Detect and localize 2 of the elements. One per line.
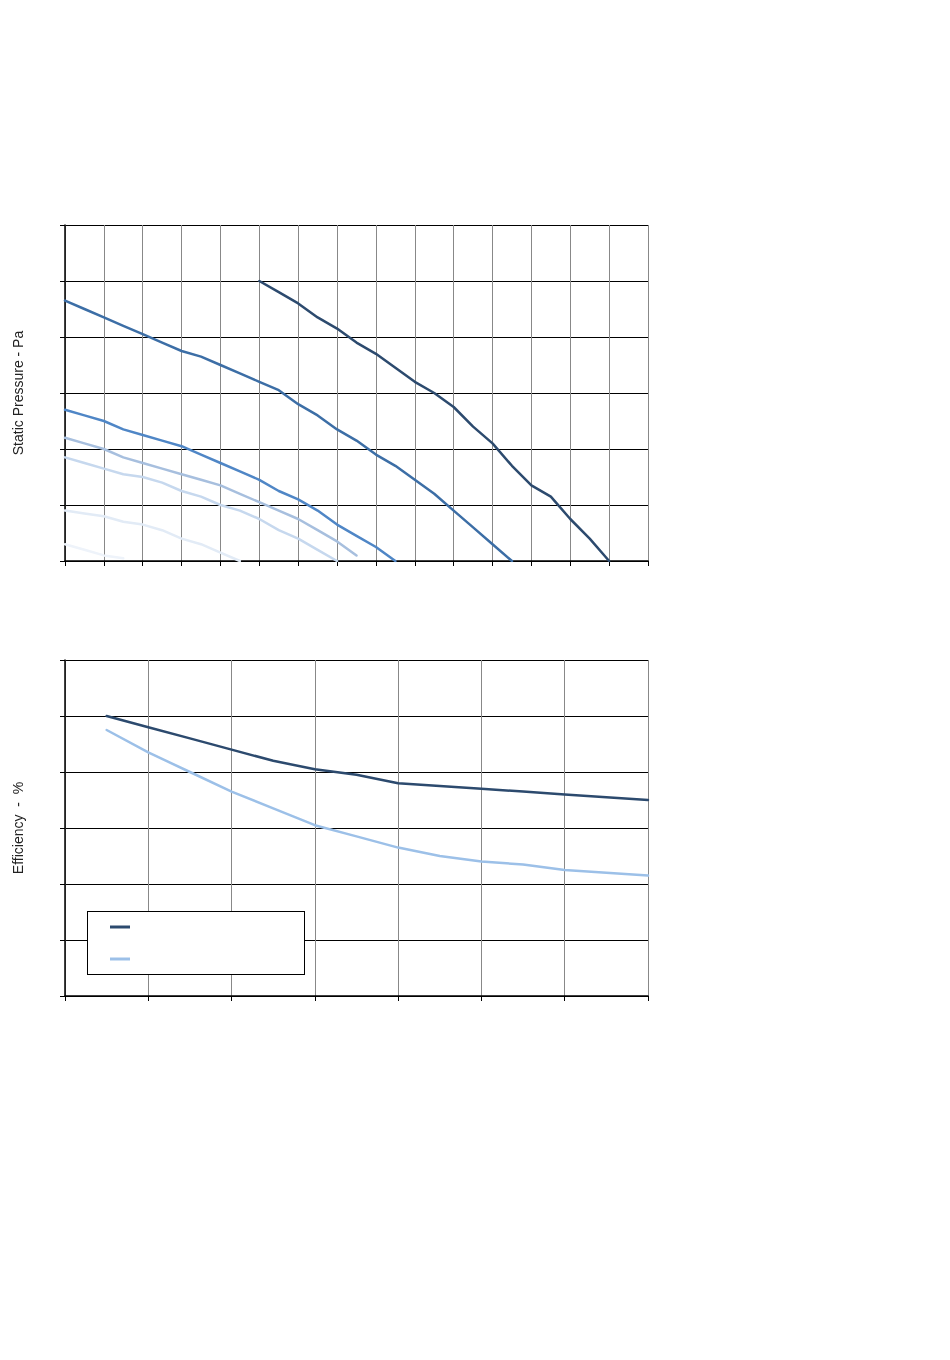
y-axis-title: Static Pressure - Pa	[10, 330, 26, 456]
y-axis-title: Efficiency - %	[10, 781, 26, 875]
